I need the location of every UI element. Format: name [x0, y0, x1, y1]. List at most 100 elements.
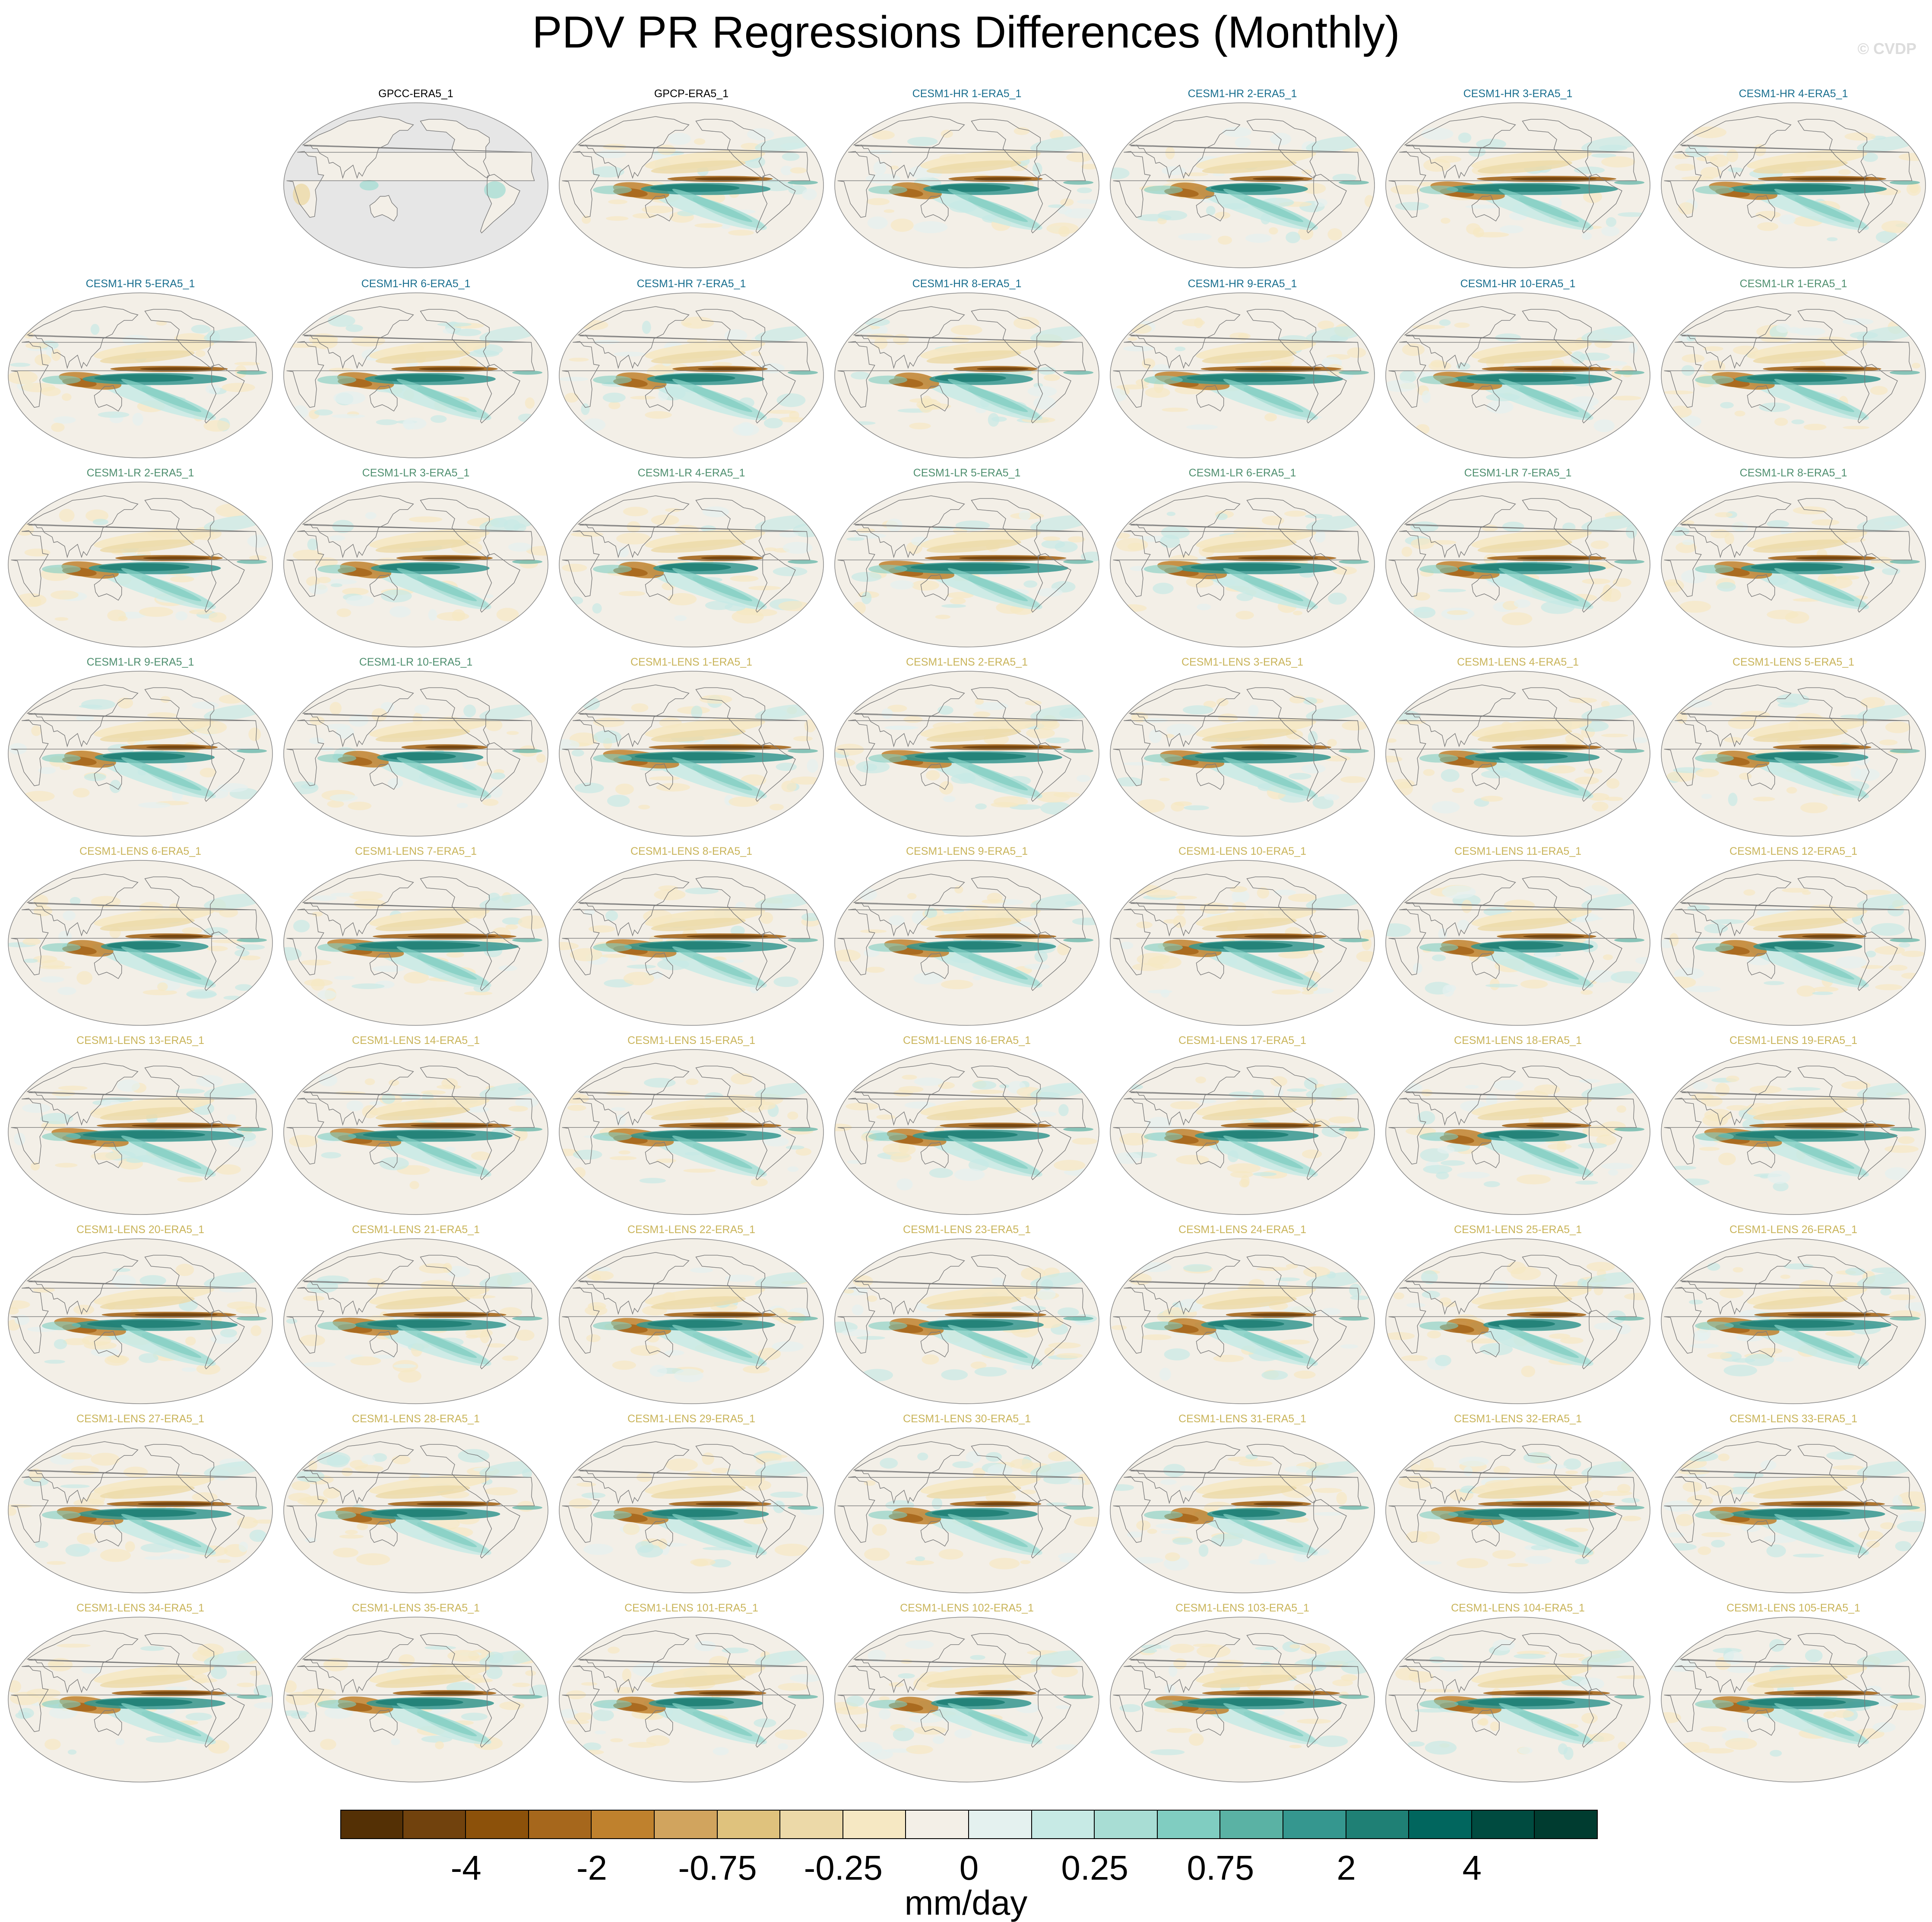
colorbar-box: [780, 1810, 843, 1839]
panel-title: CESM1-LENS 104-ERA5_1: [1451, 1602, 1585, 1614]
colorbar-tick-label: 4: [1462, 1849, 1482, 1887]
map-panel: CESM1-LR 3-ERA5_1: [280, 466, 552, 651]
map-panel: CESM1-HR 5-ERA5_1: [4, 276, 276, 462]
map-panel: CESM1-HR 8-ERA5_1: [831, 276, 1103, 462]
panel-map: [1661, 860, 1926, 1026]
map-panel: CESM1-LENS 28-ERA5_1: [280, 1411, 552, 1597]
panel-map: [1661, 1617, 1926, 1782]
panel-map: [834, 482, 1099, 647]
panel-map: [834, 292, 1099, 458]
map-panel: CESM1-LENS 12-ERA5_1: [1657, 844, 1929, 1030]
panel-map: [283, 1617, 548, 1782]
panel-title: CESM1-HR 8-ERA5_1: [912, 278, 1022, 290]
colorbar-tick-label: -4: [450, 1849, 481, 1887]
map-panel: CESM1-LENS 35-ERA5_1: [280, 1601, 552, 1786]
panel-title: CESM1-HR 3-ERA5_1: [1463, 88, 1573, 100]
map-panel: CESM1-LENS 14-ERA5_1: [280, 1033, 552, 1219]
colorbar-box: [1409, 1810, 1472, 1839]
panel-title: CESM1-LENS 16-ERA5_1: [903, 1034, 1031, 1047]
panel-map: [834, 102, 1099, 268]
map-panel: CESM1-LR 5-ERA5_1: [831, 466, 1103, 651]
map-panel: CESM1-LENS 3-ERA5_1: [1106, 655, 1378, 840]
map-panel: CESM1-LENS 33-ERA5_1: [1657, 1411, 1929, 1597]
map-panel: CESM1-LR 6-ERA5_1: [1106, 466, 1378, 651]
panel-map: [1661, 482, 1926, 647]
map-panel: CESM1-LENS 103-ERA5_1: [1106, 1601, 1378, 1786]
panel-map: [1385, 1049, 1650, 1215]
map-panel: CESM1-LENS 29-ERA5_1: [555, 1411, 827, 1597]
map-panel: CESM1-HR 1-ERA5_1: [831, 86, 1103, 272]
panel-title: CESM1-LENS 33-ERA5_1: [1729, 1413, 1857, 1425]
panel-title: CESM1-LENS 1-ERA5_1: [630, 656, 753, 668]
map-panel: CESM1-LENS 102-ERA5_1: [831, 1601, 1103, 1786]
panel-title: CESM1-LR 9-ERA5_1: [86, 656, 194, 668]
panel-map: [559, 1049, 824, 1215]
panel-map: [559, 860, 824, 1026]
panel-map: [1661, 1238, 1926, 1404]
colorbar-box: [1220, 1810, 1283, 1839]
colorbar-box: [906, 1810, 969, 1839]
panel-map: [1661, 1427, 1926, 1593]
panel-title: CESM1-LENS 22-ERA5_1: [627, 1224, 755, 1236]
map-panel: CESM1-LENS 4-ERA5_1: [1382, 655, 1654, 840]
panel-title: CESM1-LENS 14-ERA5_1: [352, 1034, 480, 1047]
panel-map: [8, 1617, 273, 1782]
panel-title: CESM1-LENS 24-ERA5_1: [1178, 1224, 1306, 1236]
map-panel: CESM1-LR 9-ERA5_1: [4, 655, 276, 840]
panel-map: [559, 1238, 824, 1404]
colorbar-box: [1032, 1810, 1095, 1839]
panel-map: [1385, 482, 1650, 647]
copyright-watermark: © CVDP: [1857, 40, 1916, 57]
map-panel: CESM1-LR 10-ERA5_1: [280, 655, 552, 840]
map-panel: CESM1-LENS 17-ERA5_1: [1106, 1033, 1378, 1219]
map-panel: CESM1-LENS 6-ERA5_1: [4, 844, 276, 1030]
colorbar-box: [403, 1810, 466, 1839]
panel-map: [1110, 671, 1375, 837]
panel-title: CESM1-LENS 27-ERA5_1: [76, 1413, 204, 1425]
map-panel: CESM1-LENS 34-ERA5_1: [4, 1601, 276, 1786]
map-panel: CESM1-LENS 18-ERA5_1: [1382, 1033, 1654, 1219]
colorbar-box: [1535, 1810, 1598, 1839]
map-panel: CESM1-LENS 7-ERA5_1: [280, 844, 552, 1030]
panel-map: [1385, 1617, 1650, 1782]
map-panel: CESM1-LENS 105-ERA5_1: [1657, 1601, 1929, 1786]
map-panel: CESM1-LENS 32-ERA5_1: [1382, 1411, 1654, 1597]
panel-title: CESM1-LENS 8-ERA5_1: [630, 845, 753, 857]
panel-title: GPCP-ERA5_1: [654, 88, 729, 100]
map-panel: CESM1-LENS 8-ERA5_1: [555, 844, 827, 1030]
map-panel: CESM1-LENS 27-ERA5_1: [4, 1411, 276, 1597]
panel-map: [8, 1427, 273, 1593]
colorbar-box: [466, 1810, 529, 1839]
panel-title: CESM1-HR 10-ERA5_1: [1460, 278, 1576, 290]
map-panel: CESM1-LENS 26-ERA5_1: [1657, 1222, 1929, 1408]
panel-map: [1385, 102, 1650, 268]
panel-title: CESM1-LR 8-ERA5_1: [1739, 467, 1847, 479]
panel-title: CESM1-LR 10-ERA5_1: [359, 656, 473, 668]
panel-map: [1110, 1049, 1375, 1215]
map-panel-grid: GPCC-ERA5_1 GPCP-ERA5_1 CESM1-HR 1-ERA5_1 C…: [4, 86, 1929, 1786]
map-panel: CESM1-LR 8-ERA5_1: [1657, 466, 1929, 651]
panel-title: CESM1-LR 3-ERA5_1: [362, 467, 470, 479]
panel-title: CESM1-LENS 17-ERA5_1: [1178, 1034, 1306, 1047]
colorbar-box: [1472, 1810, 1535, 1839]
map-panel: CESM1-LENS 31-ERA5_1: [1106, 1411, 1378, 1597]
panel-map: [1110, 102, 1375, 268]
colorbar-box: [340, 1810, 403, 1839]
colorbar-box: [1346, 1810, 1409, 1839]
map-panel: CESM1-LR 2-ERA5_1: [4, 466, 276, 651]
panel-title: CESM1-LENS 2-ERA5_1: [906, 656, 1028, 668]
panel-title: CESM1-HR 6-ERA5_1: [361, 278, 471, 290]
map-panel: CESM1-LENS 9-ERA5_1: [831, 844, 1103, 1030]
panel-title: CESM1-LENS 23-ERA5_1: [903, 1224, 1031, 1236]
colorbar-tick-label: -0.25: [804, 1849, 883, 1887]
panel-title: CESM1-LR 7-ERA5_1: [1464, 467, 1572, 479]
map-panel: CESM1-LENS 104-ERA5_1: [1382, 1601, 1654, 1786]
map-panel: CESM1-LENS 19-ERA5_1: [1657, 1033, 1929, 1219]
panel-map: [8, 671, 273, 837]
panel-title: GPCC-ERA5_1: [378, 88, 453, 100]
panel-title: CESM1-LENS 35-ERA5_1: [352, 1602, 480, 1614]
colorbar-unit-label: mm/day: [904, 1884, 1028, 1922]
panel-map: [283, 671, 548, 837]
panel-map: [559, 1617, 824, 1782]
map-panel: CESM1-HR 10-ERA5_1: [1382, 276, 1654, 462]
